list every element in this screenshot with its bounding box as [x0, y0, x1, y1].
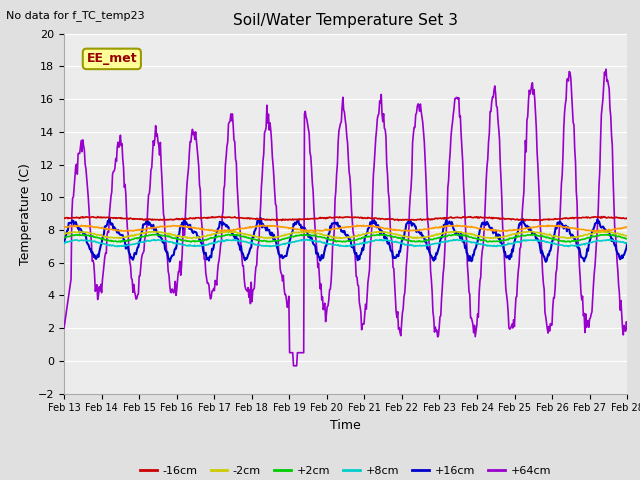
- Text: EE_met: EE_met: [86, 52, 137, 65]
- X-axis label: Time: Time: [330, 419, 361, 432]
- Y-axis label: Temperature (C): Temperature (C): [19, 163, 32, 264]
- Legend: -16cm, -8cm, -2cm, +2cm, +8cm, +16cm, +64cm: -16cm, -8cm, -2cm, +2cm, +8cm, +16cm, +6…: [136, 462, 556, 480]
- Title: Soil/Water Temperature Set 3: Soil/Water Temperature Set 3: [233, 13, 458, 28]
- Text: No data for f_TC_temp23: No data for f_TC_temp23: [6, 10, 145, 21]
